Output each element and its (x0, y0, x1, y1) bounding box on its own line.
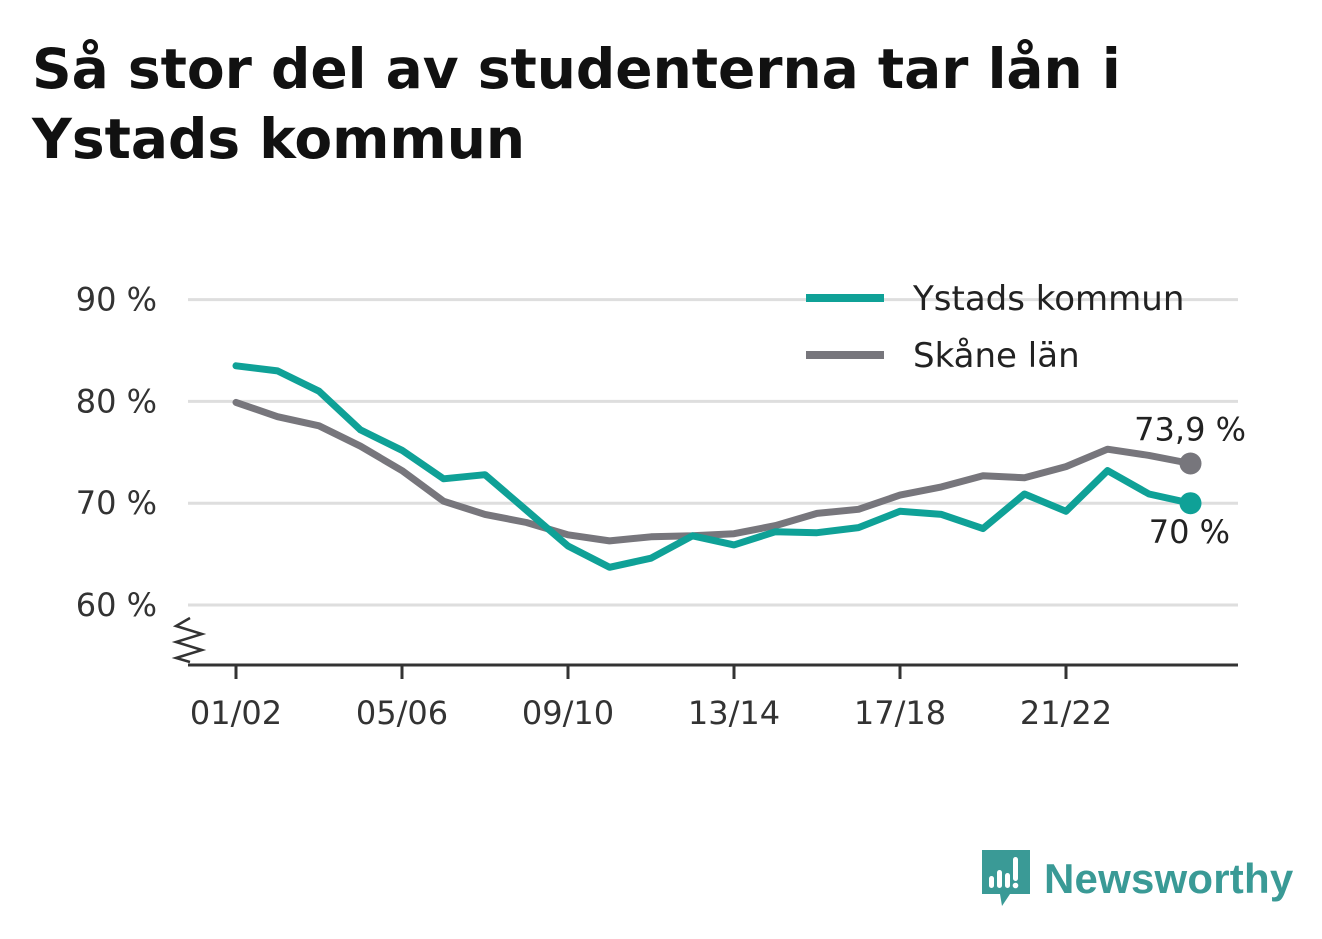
y-tick-label: 60 % (76, 586, 157, 624)
x-tick-label: 21/22 (1020, 694, 1112, 732)
end-labels: 73,9 % 70 % (1134, 410, 1246, 551)
brand-name: Newsworthy (1044, 855, 1294, 902)
x-tick-label: 01/02 (190, 694, 282, 732)
series-line-1 (232, 398, 1194, 545)
x-tick-label: 09/10 (522, 694, 614, 732)
y-axis-tick-labels: 60 % 70 % 80 % 90 % (76, 281, 157, 624)
end-label-ystad: 70 % (1149, 513, 1230, 551)
series-end-point-1 (1179, 452, 1202, 475)
y-tick-label: 80 % (76, 382, 157, 420)
x-tick-label: 05/06 (356, 694, 448, 732)
y-tick-label: 70 % (76, 484, 157, 522)
legend: Ystads kommun Skåne län (806, 279, 1184, 376)
legend-label: Ystads kommun (912, 279, 1184, 319)
series-end-point-0 (1179, 492, 1202, 515)
y-tick-label: 90 % (76, 281, 157, 319)
chart-title: Så stor del av studenterna tar lån i Yst… (32, 37, 1121, 171)
brand-logo: Newsworthy (980, 848, 1293, 910)
legend-label: Skåne län (913, 336, 1080, 376)
x-axis-tick-labels: 01/02 05/06 09/10 13/14 17/18 21/22 (190, 665, 1112, 732)
newsworthy-logo-icon (982, 850, 1030, 906)
series-line-0 (232, 362, 1194, 571)
series-lines (232, 362, 1202, 571)
gridlines (188, 298, 1238, 607)
x-tick-label: 17/18 (854, 694, 946, 732)
y-axis-break (171, 616, 207, 664)
x-axis (171, 616, 1238, 667)
end-label-skane: 73,9 % (1134, 410, 1246, 448)
x-tick-label: 13/14 (688, 694, 780, 732)
